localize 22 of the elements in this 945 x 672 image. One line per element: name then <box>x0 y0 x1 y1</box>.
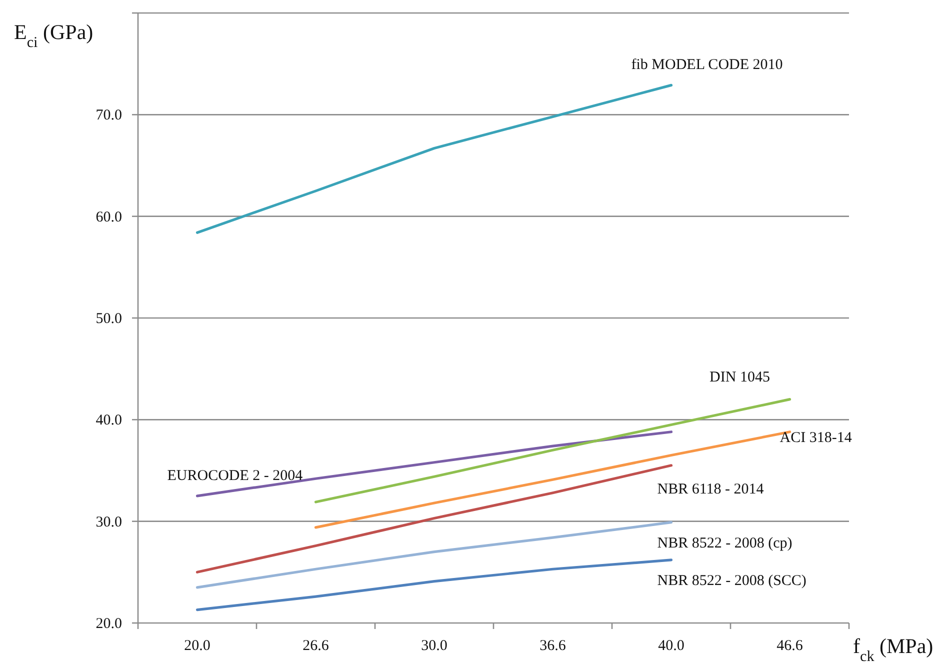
x-tick-label: 20.0 <box>184 638 210 654</box>
y-axis-title: E$_{ci}$ (GPa) <box>14 20 94 51</box>
x-axis-title: f$_{ck}$ (MPa) <box>853 634 934 665</box>
x-tick-label: 46.6 <box>776 638 804 654</box>
y-tick-label: 30.0 <box>96 514 122 530</box>
series-label: fib MODEL CODE 2010 <box>631 57 783 74</box>
series-label: DIN 1045 <box>710 369 770 386</box>
series-label: NBR 8522 - 2008 (cp) <box>657 535 792 552</box>
line-series <box>196 84 673 234</box>
series-label: EUROCODE 2 - 2004 <box>167 468 304 484</box>
x-tick-label: 40.0 <box>658 638 684 654</box>
y-tick-label: 50.0 <box>96 311 122 327</box>
series-label: NBR 6118 - 2014 <box>657 481 764 498</box>
y-tick-label: 20.0 <box>96 616 122 632</box>
series-label: ACI 318-14 <box>780 430 852 446</box>
x-tick-label: 36.6 <box>540 638 566 654</box>
y-tick-label: 70.0 <box>96 108 122 124</box>
y-tick-label: 40.0 <box>96 412 122 429</box>
x-tick-label: 30.0 <box>421 638 448 654</box>
x-tick-label: 26.6 <box>302 638 330 654</box>
y-tick-label: 60.0 <box>96 209 122 226</box>
series-label: NBR 8522 - 2008 (SCC) <box>657 572 806 589</box>
